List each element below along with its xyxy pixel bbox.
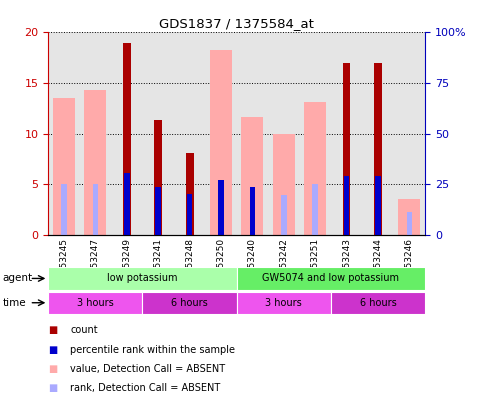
Bar — [398, 200, 420, 235]
Bar — [250, 187, 255, 235]
Bar — [53, 98, 75, 235]
Bar — [154, 121, 162, 235]
Bar — [375, 176, 381, 235]
Bar — [407, 211, 412, 235]
Bar — [187, 194, 192, 235]
Title: GDS1837 / 1375584_at: GDS1837 / 1375584_at — [159, 17, 314, 30]
Bar — [48, 292, 142, 314]
Bar — [48, 267, 237, 290]
Bar — [156, 187, 161, 235]
Bar — [268, 32, 299, 235]
Text: ■: ■ — [48, 364, 57, 374]
Text: low potassium: low potassium — [107, 273, 178, 283]
Bar — [304, 102, 326, 235]
Text: ■: ■ — [48, 345, 57, 354]
Bar — [111, 32, 142, 235]
Bar — [80, 32, 111, 235]
Text: time: time — [2, 298, 26, 308]
Text: count: count — [70, 325, 98, 335]
Bar — [93, 184, 98, 235]
Bar — [331, 32, 362, 235]
Bar — [331, 292, 425, 314]
Bar — [342, 63, 351, 235]
Text: agent: agent — [2, 273, 32, 283]
Bar — [237, 32, 268, 235]
Text: GW5074 and low potassium: GW5074 and low potassium — [262, 273, 399, 283]
Bar — [374, 63, 382, 235]
Bar — [85, 90, 106, 235]
Bar — [281, 196, 286, 235]
Text: value, Detection Call = ABSENT: value, Detection Call = ABSENT — [70, 364, 225, 374]
Bar — [344, 176, 349, 235]
Text: 6 hours: 6 hours — [359, 298, 397, 308]
Bar — [237, 292, 331, 314]
Bar — [185, 153, 194, 235]
Bar — [362, 32, 394, 235]
Bar — [218, 180, 224, 235]
Bar — [299, 32, 331, 235]
Bar — [237, 267, 425, 290]
Text: 3 hours: 3 hours — [77, 298, 114, 308]
Bar — [210, 50, 232, 235]
Text: rank, Detection Call = ABSENT: rank, Detection Call = ABSENT — [70, 384, 220, 393]
Bar — [394, 32, 425, 235]
Bar — [174, 32, 205, 235]
Text: 6 hours: 6 hours — [171, 298, 208, 308]
Bar — [142, 32, 174, 235]
Bar — [313, 184, 318, 235]
Bar — [242, 117, 263, 235]
Text: ■: ■ — [48, 325, 57, 335]
Text: 3 hours: 3 hours — [265, 298, 302, 308]
Bar — [61, 184, 67, 235]
Text: ■: ■ — [48, 384, 57, 393]
Bar — [123, 43, 131, 235]
Bar — [48, 32, 80, 235]
Text: percentile rank within the sample: percentile rank within the sample — [70, 345, 235, 354]
Bar — [273, 134, 295, 235]
Bar — [124, 173, 129, 235]
Bar — [205, 32, 237, 235]
Bar — [142, 292, 237, 314]
